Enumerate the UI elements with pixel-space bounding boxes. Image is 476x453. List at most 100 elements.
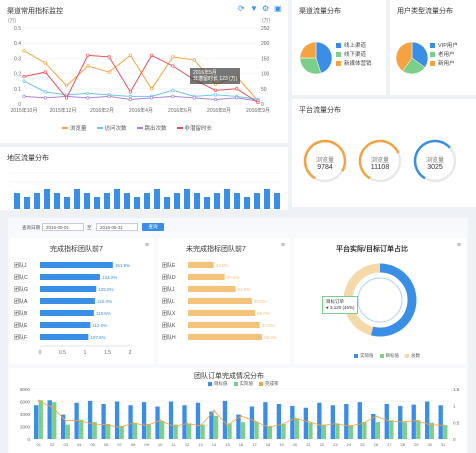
uncompleted-top7-panel: 未完成指标团队前7 ≡ 团队E 33.0% 团队D 47.0% 团队J 61.0% 团队L 8… [158,238,290,364]
query-button[interactable]: 查询 [142,223,164,231]
bar [40,298,95,304]
y-right-unit: (万) [262,18,271,24]
data-point [149,53,154,58]
rate-point [442,424,445,427]
data-point [107,94,111,99]
actual-bar [402,422,407,439]
actual-bar [416,420,421,439]
data-point [128,94,133,99]
bar [188,322,260,328]
bar [188,274,225,280]
lower-dashboard: 查询日期 2016-05-01 至 2016-05-31 查询 完成指标团队前7… [8,218,468,453]
legend-item[interactable]: 实际值 [354,353,374,359]
menu-icon[interactable]: ≡ [456,242,461,249]
team-orders-chart: 8000 6000 4000 2000 0 1.5 1 0.5 0 01 02 03 04 05 06 07 0… [20,387,460,447]
menu-icon[interactable]: ≡ [144,242,149,249]
region-bar [134,197,140,209]
x-tick-label: 01 [37,442,42,447]
data-point [107,55,111,59]
region-bar [234,193,240,209]
region-bar [224,189,230,209]
y2-tick-label: 50 [261,87,267,93]
completed-top7-panel: 完成指标团队前7 ≡ 团队J 161.9% 团队C 133.2% 团队G 125.0% 团队… [10,238,154,364]
region-bar [94,197,100,209]
bar [188,262,214,268]
donut-tooltip-value: ● 3,120 (46%) [326,305,355,310]
gauge-value: 11108 [370,164,390,171]
data-point [86,64,90,68]
region-bar [84,193,90,209]
bar-value-label: 95.0% [264,335,277,340]
user-pie-legend: VIP用户 老用户 新用户 [430,42,458,69]
data-point [149,96,154,100]
rate-point [320,424,323,427]
legend-item[interactable]: 跳出次数 [136,124,167,132]
data-point [213,93,218,97]
export-icon[interactable]: ▣ [274,4,282,13]
legend-item[interactable]: 总数 [405,353,420,359]
query-date-label: 查询日期 [22,225,40,230]
start-date-input[interactable]: 2016-05-01 [42,223,84,231]
legend-item[interactable]: 完成率 [259,381,279,387]
y-tick-label: 0 [27,437,30,442]
x-tick-label: 26 [374,442,379,447]
bar-value-label: 125.0% [98,287,113,292]
data-point [192,58,196,62]
x-tick-label: 27 [387,442,392,447]
actual-bar [79,419,84,439]
channel-pie-card: 渠道流量分布 线上渠道 线下渠道 新媒体营销 [292,0,386,95]
y2-tick-label: 0 [453,437,456,442]
donut-tooltip: 目标订单 ● 3,120 (46%) [322,296,359,314]
rate-point [78,419,81,422]
x-tick-label: 05 [90,442,95,447]
completed-bar-chart: 团队J 161.9% 团队C 133.2% 团队G 125.0% 团队A 122.0% 团队B 1… [14,262,132,356]
region-bar [44,189,50,209]
bar-value-label: 92.0% [262,323,275,328]
target-bar [34,405,39,439]
gauge-label: 浏览量 [315,158,334,164]
region-card: 地区流量分布 [0,147,288,210]
legend-item[interactable]: 非潜留时长 [176,124,212,132]
actual-bar [38,400,43,439]
actual-bar [186,423,192,439]
legend-item[interactable]: 访问次数 [96,124,127,132]
actual-bar [173,424,178,439]
target-bar [330,405,335,439]
legend-item[interactable]: 浏览量 [62,124,87,132]
x-tick-label: 13 [198,442,203,447]
legend-item[interactable]: 实际值 [233,381,253,387]
x-tick-label: 14 [212,442,217,447]
refresh-icon[interactable]: ⟳ [238,4,245,13]
y2-tick-label: 200 [261,41,270,47]
rate-point [415,419,418,422]
y2-tick-label: 150 [261,56,270,62]
region-bar [184,189,190,209]
rate-point [307,420,310,423]
data-point [171,88,175,92]
y2-tick-label: 100 [261,72,270,78]
bar [40,322,91,328]
gauge-value: 3025 [427,164,443,171]
data-point [256,100,260,105]
bar-category-label: 团队B [14,310,28,317]
region-bar-chart [10,172,282,209]
region-bar [104,193,110,209]
data-point [43,96,47,100]
user-pie-chart [395,41,429,75]
legend-item[interactable]: 目标值 [208,381,228,387]
legend-item[interactable]: 目标值 [379,353,399,359]
x-tick-label: 08 [131,442,136,447]
bar [188,334,263,340]
x-tick-label: 22 [320,442,325,447]
end-date-input[interactable]: 2016-05-31 [96,223,138,231]
x-tick-label: 04 [77,442,82,447]
target-bar [398,405,403,439]
menu-icon[interactable]: ≡ [280,242,285,249]
series-line [23,54,259,103]
bar-value-label: 133.2% [102,275,117,280]
x-tick-label: 15 [225,442,230,447]
filter-icon[interactable]: ▼ [250,4,258,13]
donut-tooltip-title: 目标订单 [326,299,344,304]
gear-icon[interactable]: ⚙ [262,4,270,13]
rate-point [172,425,175,428]
